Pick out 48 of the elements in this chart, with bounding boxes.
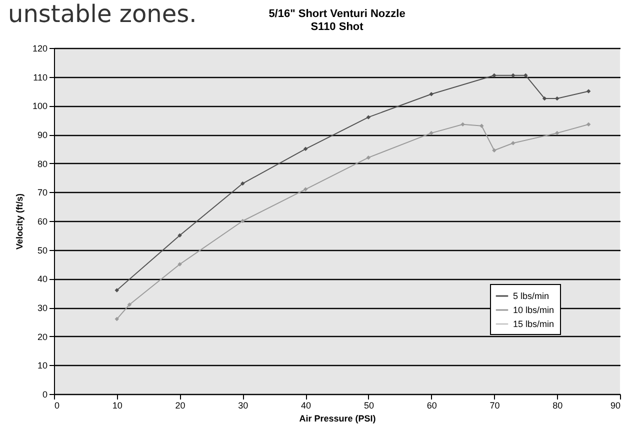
y-tick-label: 70 <box>37 188 48 198</box>
legend-label: 10 lbs/min <box>513 305 554 315</box>
y-tick-label: 10 <box>37 360 48 371</box>
point <box>114 316 120 322</box>
y-tick-label: 110 <box>33 72 48 82</box>
point <box>114 288 120 292</box>
point <box>178 262 182 266</box>
point <box>127 302 132 307</box>
point <box>524 73 528 78</box>
point <box>586 122 591 127</box>
x-tick-label: 90 <box>610 400 620 410</box>
x-tick-label: 60 <box>426 400 437 410</box>
x-tick-label: 40 <box>301 400 312 410</box>
x-tick-label: 30 <box>238 400 248 410</box>
x-tick-label: 80 <box>552 400 563 410</box>
x-axis-title: Air Pressure (PSI) <box>299 414 376 424</box>
point <box>303 146 308 152</box>
text: unstable zones. <box>8 0 197 28</box>
y-tick-label: 80 <box>37 158 48 169</box>
x-tick-label: 10 <box>112 400 122 410</box>
x-tick-label: 70 <box>490 400 500 410</box>
x-tick-label: 0 <box>54 400 60 410</box>
y-axis-title: Velocity (ft/s) <box>14 193 24 250</box>
y-tick-label: 120 <box>32 44 48 54</box>
y-tick-label: 0 <box>42 390 48 400</box>
y-tick-label: 20 <box>37 332 48 342</box>
y-tick-label: 60 <box>37 216 48 226</box>
legend-label: 15 lbs/min <box>513 319 554 329</box>
point <box>429 92 434 96</box>
point <box>480 124 484 128</box>
point <box>510 141 516 146</box>
chart-subtitle: S110 Shot <box>310 21 364 33</box>
point <box>492 73 496 78</box>
chart-title: 5/16" Short Venturi Nozzle <box>268 8 406 20</box>
point <box>492 148 496 152</box>
x-tick-label: 20 <box>175 400 186 410</box>
y-tick-label: 30 <box>37 303 48 313</box>
point <box>542 96 547 101</box>
y-tick-label: 40 <box>37 274 48 284</box>
point <box>366 155 371 160</box>
x-tick-label: 50 <box>364 400 374 410</box>
point <box>429 130 434 136</box>
point <box>554 130 560 136</box>
point <box>510 73 516 78</box>
legend-label: 5 lbs/min <box>513 291 550 301</box>
y-tick-label: 90 <box>37 130 48 140</box>
y-tick-label: 100 <box>32 101 48 112</box>
y-tick-label: 50 <box>37 245 48 256</box>
